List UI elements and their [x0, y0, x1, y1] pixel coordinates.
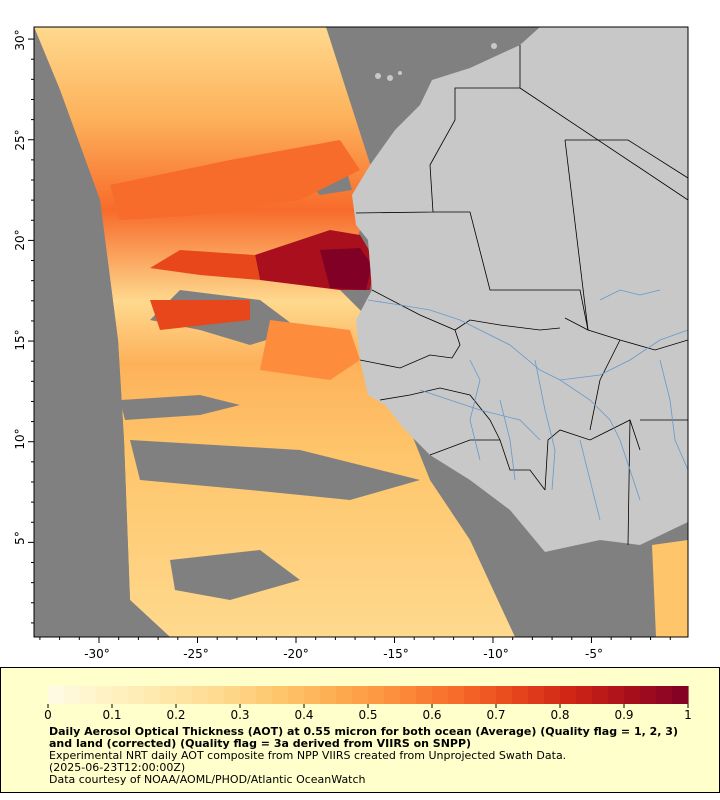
colorbar-cell	[480, 686, 497, 704]
y-tick-label: 20°	[13, 229, 27, 250]
colorbar-cell	[128, 686, 145, 704]
colorbar-cell	[336, 686, 353, 704]
x-tick-label: -15°	[383, 647, 409, 660]
colorbar-tick-label: 0.4	[294, 708, 313, 722]
y-tick-label: 30°	[13, 29, 27, 50]
map-frame	[33, 26, 689, 638]
colorbar-cell	[672, 686, 689, 704]
dust-plume-peak	[320, 248, 372, 290]
colorbar-cell	[528, 686, 545, 704]
island	[491, 43, 497, 49]
legend-timestamp: (2025-06-23T12:00:00Z)	[49, 761, 186, 774]
legend-caption: Daily Aerosol Optical Thickness (AOT) at…	[49, 726, 689, 786]
land-west-africa	[330, 27, 688, 552]
colorbar-cell	[240, 686, 257, 704]
colorbar-cell	[176, 686, 193, 704]
colorbar-cell	[576, 686, 593, 704]
aot-map: -30° -25° -20° -15° -10° -5° 30° 25° 20°…	[13, 26, 689, 660]
colorbar-cell	[496, 686, 513, 704]
colorbar-cell	[400, 686, 417, 704]
colorbar-cell	[192, 686, 209, 704]
x-tick-label: -30°	[84, 647, 110, 660]
colorbar-cell	[384, 686, 401, 704]
colorbar-cell	[208, 686, 225, 704]
colorbar-cell	[512, 686, 529, 704]
cloud-gap-3	[120, 395, 240, 420]
colorbar-cell	[224, 686, 241, 704]
colorbar-cell	[304, 686, 321, 704]
x-tick-label: -20°	[283, 647, 309, 660]
legend-panel: 0 0.1 0.2 0.3 0.4 0.5 0.6 0.7 0.8 0.9 1 …	[0, 667, 720, 793]
x-tick-label: -10°	[483, 647, 509, 660]
cloud-gap-2	[130, 440, 420, 500]
dust-band-coastal	[260, 320, 360, 380]
colorbar-cell	[352, 686, 369, 704]
colorbar-cells	[48, 686, 689, 704]
colorbar-cell	[64, 686, 81, 704]
legend-title: Daily Aerosol Optical Thickness (AOT) at…	[49, 725, 678, 750]
colorbar-cell	[368, 686, 385, 704]
y-tick-label: 15°	[13, 329, 27, 350]
colorbar-cell	[256, 686, 273, 704]
x-tick-label: -25°	[183, 647, 209, 660]
legend-description: Experimental NRT daily AOT composite fro…	[49, 749, 567, 762]
colorbar-tick-label: 0	[44, 708, 52, 722]
y-tick-label: 10°	[13, 428, 27, 449]
colorbar-cell	[448, 686, 465, 704]
colorbar-tick-label: 0.6	[422, 708, 441, 722]
colorbar-tick-label: 0.9	[614, 708, 633, 722]
colorbar-tick-label: 0.8	[550, 708, 569, 722]
colorbar-cell	[656, 686, 673, 704]
colorbar-cell	[160, 686, 177, 704]
colorbar-cell	[592, 686, 609, 704]
dust-band-north	[110, 140, 360, 220]
island	[375, 73, 381, 79]
axis-ticks	[28, 38, 671, 643]
x-tick-label: -5°	[585, 647, 603, 660]
colorbar-cell	[288, 686, 305, 704]
colorbar-cell	[608, 686, 625, 704]
colorbar-cell	[560, 686, 577, 704]
colorbar-tick-label: 1	[684, 708, 692, 722]
colorbar-cell	[464, 686, 481, 704]
colorbar-cell	[624, 686, 641, 704]
rivers	[367, 289, 688, 521]
colorbar-cell	[144, 686, 161, 704]
colorbar-cell	[80, 686, 97, 704]
island	[387, 75, 393, 81]
colorbar-cell	[112, 686, 129, 704]
y-tick-label: 25°	[13, 129, 27, 150]
colorbar-cell	[416, 686, 433, 704]
colorbar-cell	[48, 686, 65, 704]
colorbar: 0 0.1 0.2 0.3 0.4 0.5 0.6 0.7 0.8 0.9 1	[44, 686, 692, 722]
cloud-gap-5	[170, 550, 300, 600]
colorbar-cell	[272, 686, 289, 704]
colorbar-tick-label: 0.1	[102, 708, 121, 722]
colorbar-tick-label: 0.2	[166, 708, 185, 722]
country-borders	[355, 45, 688, 546]
colorbar-cell	[96, 686, 113, 704]
colorbar-cell	[640, 686, 657, 704]
colorbar-cell	[432, 686, 449, 704]
swath-gap	[34, 27, 170, 637]
colorbar-cell	[544, 686, 561, 704]
legend-credit: Data courtesy of NOAA/AOML/PHOD/Atlantic…	[49, 773, 366, 786]
map-panel: -30° -25° -20° -15° -10° -5° 30° 25° 20°…	[13, 26, 689, 660]
colorbar-ticks	[47, 704, 689, 708]
island	[398, 71, 402, 75]
swath-east	[652, 540, 688, 637]
colorbar-tick-label: 0.5	[358, 708, 377, 722]
dust-plume-mid	[150, 250, 260, 280]
colorbar-tick-label: 0.3	[230, 708, 249, 722]
dust-band-south	[150, 300, 250, 330]
colorbar-cell	[320, 686, 337, 704]
colorbar-tick-label: 0.7	[486, 708, 505, 722]
y-tick-label: 5°	[13, 531, 27, 545]
